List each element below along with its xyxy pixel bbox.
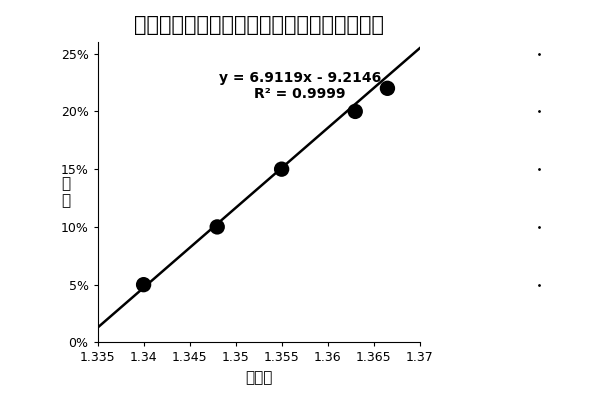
Point: [277, 166, 286, 172]
Point: [382, 85, 392, 92]
Title: 阿贝仪测量的葡萄糖溶液折射率和浓度关系图: 阿贝仪测量的葡萄糖溶液折射率和浓度关系图: [133, 15, 384, 35]
Point: [139, 282, 149, 288]
Text: y = 6.9119x - 9.2146
R² = 0.9999: y = 6.9119x - 9.2146 R² = 0.9999: [219, 71, 381, 101]
Point: [212, 224, 222, 230]
Text: 浓
度: 浓 度: [61, 176, 70, 208]
Point: [350, 108, 360, 115]
X-axis label: 折射率: 折射率: [245, 370, 272, 385]
